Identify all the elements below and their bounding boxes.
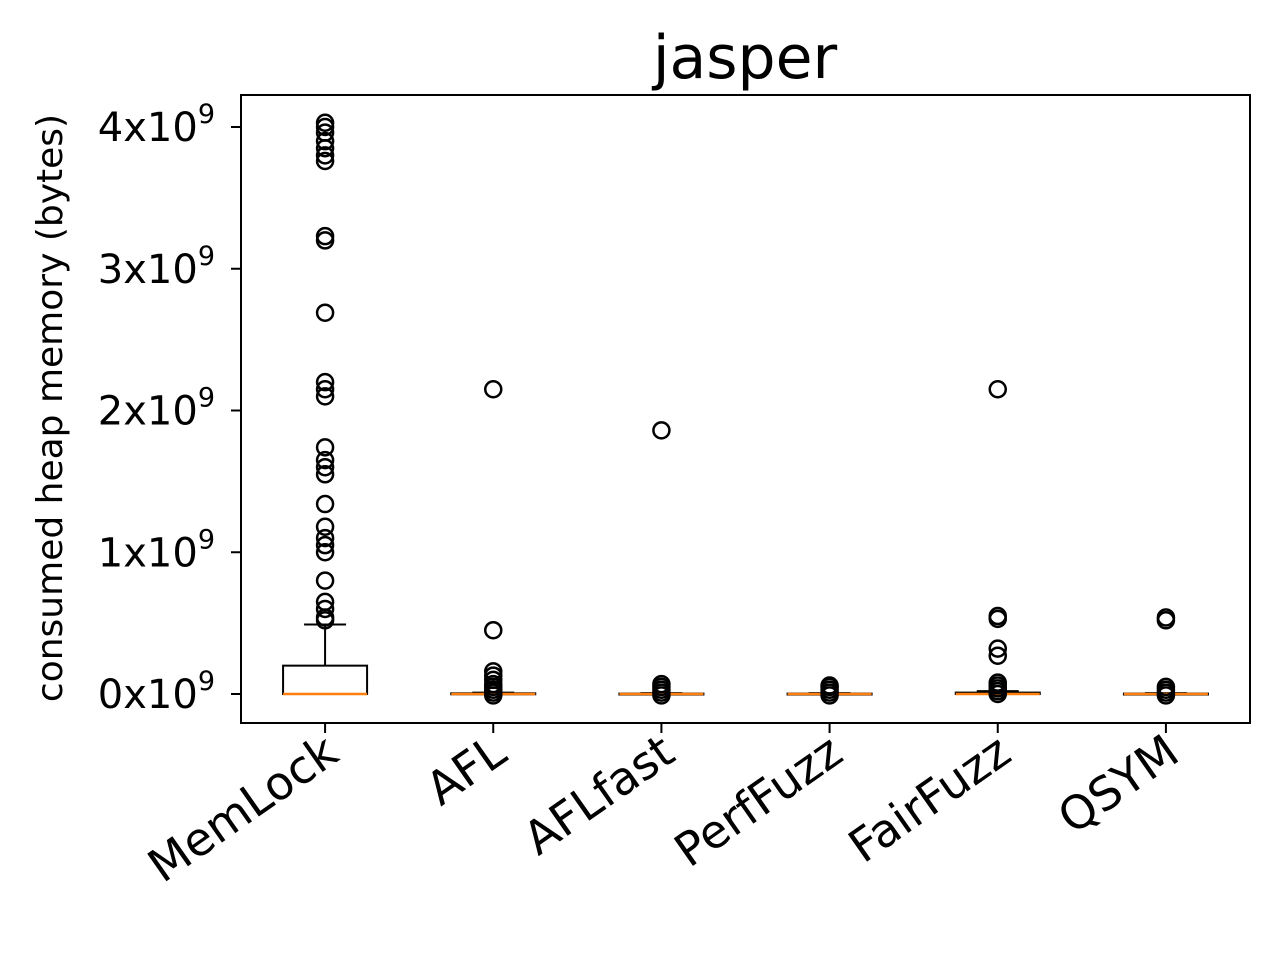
y-tick-label: 4x109 [98, 99, 215, 151]
x-tick-label-perffuzz: PerfFuzz [665, 724, 852, 878]
y-tick-label: 3x109 [98, 241, 215, 293]
y-tick-label-exponent: 9 [198, 524, 215, 555]
outlier-point [484, 379, 503, 399]
outlier-point [315, 438, 335, 457]
box-series [282, 113, 1209, 705]
outlier-point [315, 457, 335, 477]
outlier-point [484, 620, 503, 640]
outlier-point [988, 646, 1007, 665]
y-tick-label-base: 0x10 [98, 672, 198, 718]
x-tick-label-afl: AFL [416, 724, 516, 816]
y-tick-label-base: 1x10 [98, 530, 198, 576]
outlier-point [988, 606, 1007, 626]
y-tick-label-exponent: 9 [198, 383, 215, 414]
y-tick-label-base: 2x10 [98, 389, 198, 435]
chart-title: jasper [651, 23, 838, 93]
outlier-point [484, 662, 503, 681]
box-memlock [282, 113, 369, 696]
outlier-point [988, 673, 1007, 692]
interquartile-box [282, 664, 369, 696]
outlier-point [820, 676, 839, 695]
outlier-point [315, 113, 335, 132]
y-tick-label-base: 4x10 [98, 105, 198, 151]
outlier-point [315, 372, 335, 392]
box-afl [450, 379, 537, 705]
outlier-point [315, 517, 335, 536]
outlier-point [315, 592, 335, 612]
outlier-point [1156, 677, 1176, 697]
box-aflfast [618, 421, 705, 705]
outlier-point [315, 151, 335, 171]
outlier-point [315, 465, 335, 484]
outlier-point [315, 599, 335, 619]
x-tick-label-aflfast: AFLfast [514, 724, 684, 866]
y-tick-label-base: 3x10 [98, 247, 198, 293]
outlier-point [315, 387, 335, 406]
box-perffuzz [786, 676, 873, 705]
outlier-point [315, 543, 335, 562]
outlier-point [315, 123, 335, 142]
y-tick-label: 1x109 [98, 524, 215, 576]
outlier-point [315, 450, 335, 470]
x-tick-label-fairfuzz: FairFuzz [839, 724, 1020, 873]
y-tick-label: 0x109 [98, 666, 215, 718]
y-tick-label-exponent: 9 [198, 241, 215, 272]
outlier-point [315, 528, 335, 548]
outlier-point [1156, 608, 1176, 627]
box-qsym [1122, 608, 1209, 705]
outlier-point [652, 674, 671, 694]
y-tick-label: 2x109 [98, 383, 215, 435]
outlier-point [315, 571, 335, 590]
outlier-point [315, 379, 335, 399]
x-tick-label-memlock: MemLock [138, 724, 348, 893]
outlier-point [988, 379, 1007, 399]
outlier-point [315, 226, 335, 246]
y-tick-label-exponent: 9 [198, 99, 215, 130]
y-tick-label-exponent: 9 [198, 666, 215, 697]
outlier-point [315, 303, 335, 322]
plot-area-frame [240, 94, 1251, 724]
outlier-point [315, 494, 335, 514]
outlier-point [315, 535, 335, 555]
box-fairfuzz [954, 379, 1041, 704]
y-axis-label-group: consumed heap memory (bytes) [30, 114, 71, 702]
outlier-point [315, 146, 335, 165]
outlier-point [988, 639, 1007, 658]
outlier-point [652, 421, 671, 440]
x-tick-label-qsym: QSYM [1048, 724, 1188, 845]
y-axis-label: consumed heap memory (bytes) [30, 114, 71, 702]
outlier-point [315, 131, 335, 151]
